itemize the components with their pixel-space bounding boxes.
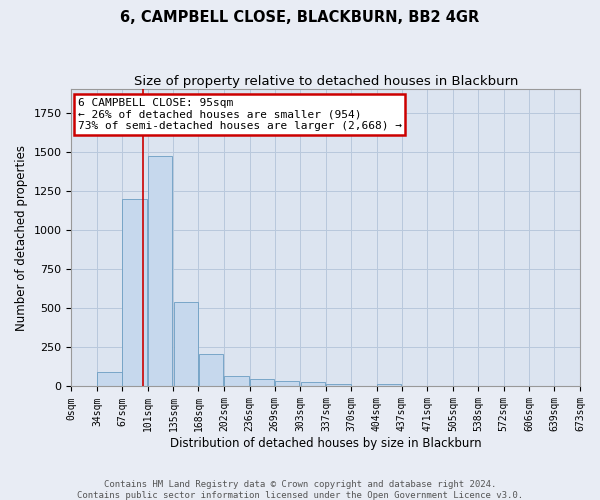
Bar: [199, 354, 223, 386]
Bar: [174, 302, 198, 386]
Text: 6 CAMPBELL CLOSE: 95sqm
← 26% of detached houses are smaller (954)
73% of semi-d: 6 CAMPBELL CLOSE: 95sqm ← 26% of detache…: [77, 98, 401, 132]
Bar: [97, 372, 122, 386]
Text: 6, CAMPBELL CLOSE, BLACKBURN, BB2 4GR: 6, CAMPBELL CLOSE, BLACKBURN, BB2 4GR: [121, 10, 479, 25]
Bar: [301, 382, 325, 386]
Bar: [275, 381, 299, 386]
Bar: [122, 198, 146, 386]
Bar: [326, 384, 351, 386]
Bar: [250, 380, 274, 386]
Y-axis label: Number of detached properties: Number of detached properties: [15, 145, 28, 331]
Bar: [377, 384, 401, 386]
Bar: [148, 156, 172, 386]
Title: Size of property relative to detached houses in Blackburn: Size of property relative to detached ho…: [134, 75, 518, 88]
X-axis label: Distribution of detached houses by size in Blackburn: Distribution of detached houses by size …: [170, 437, 482, 450]
Bar: [224, 376, 248, 386]
Text: Contains HM Land Registry data © Crown copyright and database right 2024.
Contai: Contains HM Land Registry data © Crown c…: [77, 480, 523, 500]
